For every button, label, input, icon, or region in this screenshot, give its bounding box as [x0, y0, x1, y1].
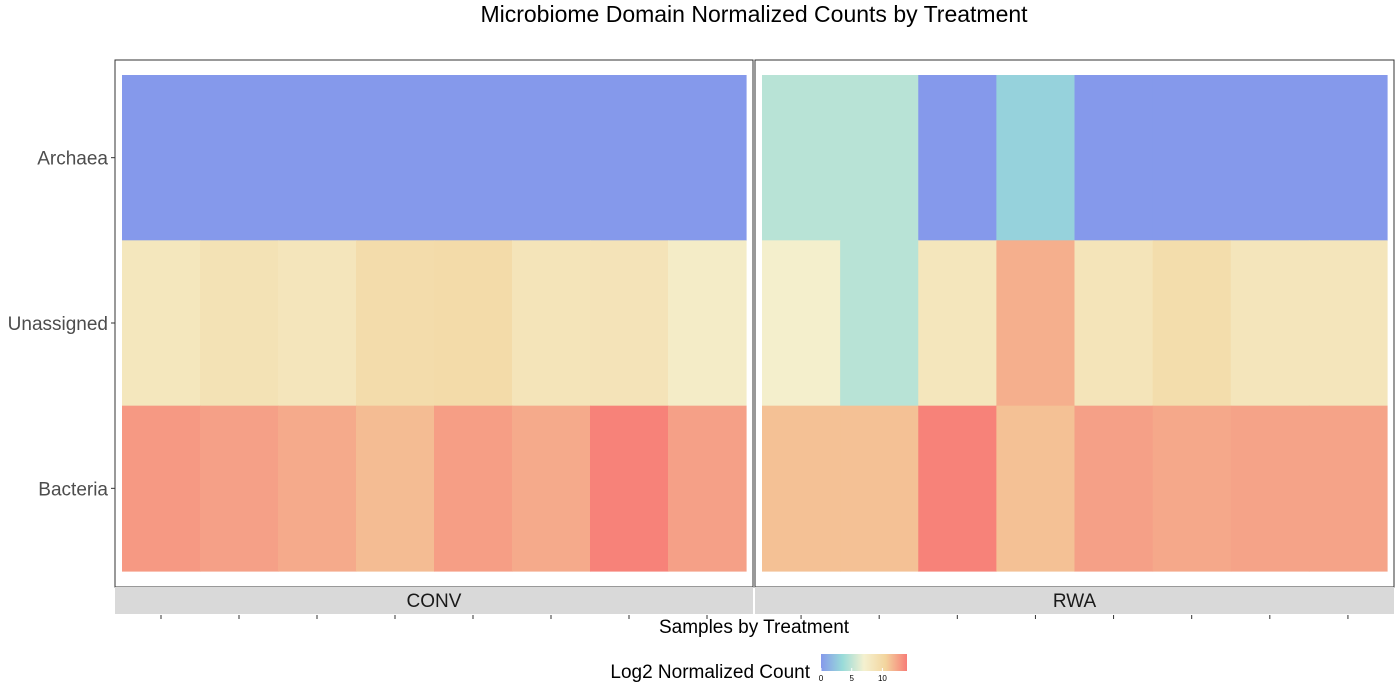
facet-strip — [755, 587, 1394, 614]
facet-conv: CONV — [114, 59, 754, 619]
legend-tick-label: 10 — [878, 674, 887, 683]
y-tick-label: Unassigned — [8, 314, 108, 335]
facet-rwa: RWA — [754, 59, 1395, 619]
heatmap-cell — [278, 75, 357, 241]
heatmap-cell — [1074, 405, 1154, 572]
legend-ticks: 0 5 10 — [819, 668, 887, 683]
heatmap-cell — [590, 405, 669, 572]
heatmap-cell — [918, 405, 997, 572]
heatmap-cell — [762, 75, 841, 241]
heatmap-cell — [434, 405, 513, 572]
heatmap-cell — [200, 240, 279, 407]
heatmap-cell — [668, 405, 747, 572]
heatmap-cell — [762, 240, 841, 407]
heatmap-cell — [590, 240, 669, 407]
facet-strip-label: RWA — [1053, 591, 1097, 612]
legend-tick-label: 5 — [849, 674, 854, 683]
heatmap-cell — [996, 240, 1076, 407]
heatmap-cell — [1230, 405, 1310, 572]
heatmap-cell — [122, 240, 201, 407]
heatmap-cell — [840, 405, 919, 572]
heatmap-cell — [1230, 75, 1310, 241]
heatmap-cell — [668, 240, 747, 407]
heatmap-cell — [200, 405, 279, 572]
legend: Log2 Normalized Count 0 5 10 — [610, 654, 907, 683]
x-axis-title: Samples by Treatment — [659, 617, 850, 638]
heatmap-cell — [1308, 75, 1388, 241]
heatmap-cell — [434, 240, 513, 407]
heatmap-cell — [200, 75, 279, 241]
heatmap-cell — [840, 75, 919, 241]
facet-panels: CONV RWA — [114, 59, 1395, 619]
heatmap-cell — [512, 75, 591, 241]
heatmap-cell — [1308, 240, 1388, 407]
heatmap-cell — [356, 240, 435, 407]
y-axis: Archaea Unassigned Bacteria — [8, 149, 115, 500]
heatmap-cell — [278, 240, 357, 407]
legend-tick-label: 0 — [819, 674, 824, 683]
y-tick-label: Bacteria — [38, 479, 108, 500]
legend-title: Log2 Normalized Count — [610, 662, 810, 683]
heatmap-cell — [590, 75, 669, 241]
heatmap-cell — [996, 75, 1076, 241]
heatmap-cell — [1152, 75, 1232, 241]
legend-colorbar — [821, 654, 907, 671]
heatmap-cell — [434, 75, 513, 241]
chart-title: Microbiome Domain Normalized Counts by T… — [480, 1, 1028, 27]
heatmap-cell — [512, 405, 591, 572]
heatmap-cell — [1230, 240, 1310, 407]
heatmap-cell — [996, 405, 1076, 572]
heatmap-cell — [840, 240, 919, 407]
heatmap-cell — [512, 240, 591, 407]
heatmap-cell — [1152, 240, 1232, 407]
heatmap-cell — [122, 75, 201, 241]
heatmap-cell — [668, 75, 747, 241]
heatmap-cell — [278, 405, 357, 572]
heatmap-cell — [356, 405, 435, 572]
heatmap-cell — [918, 75, 997, 241]
heatmap-cell — [762, 405, 841, 572]
heatmap-cell — [356, 75, 435, 241]
facet-strip-label: CONV — [407, 591, 462, 612]
heatmap-cell — [918, 240, 997, 407]
facet-strip — [115, 587, 753, 614]
heatmap-cell — [1152, 405, 1232, 572]
heatmap-cell — [1074, 75, 1154, 241]
heatmap-cell — [1074, 240, 1154, 407]
heatmap-cell — [1308, 405, 1388, 572]
y-tick-label: Archaea — [37, 149, 108, 170]
heatmap-cell — [122, 405, 201, 572]
